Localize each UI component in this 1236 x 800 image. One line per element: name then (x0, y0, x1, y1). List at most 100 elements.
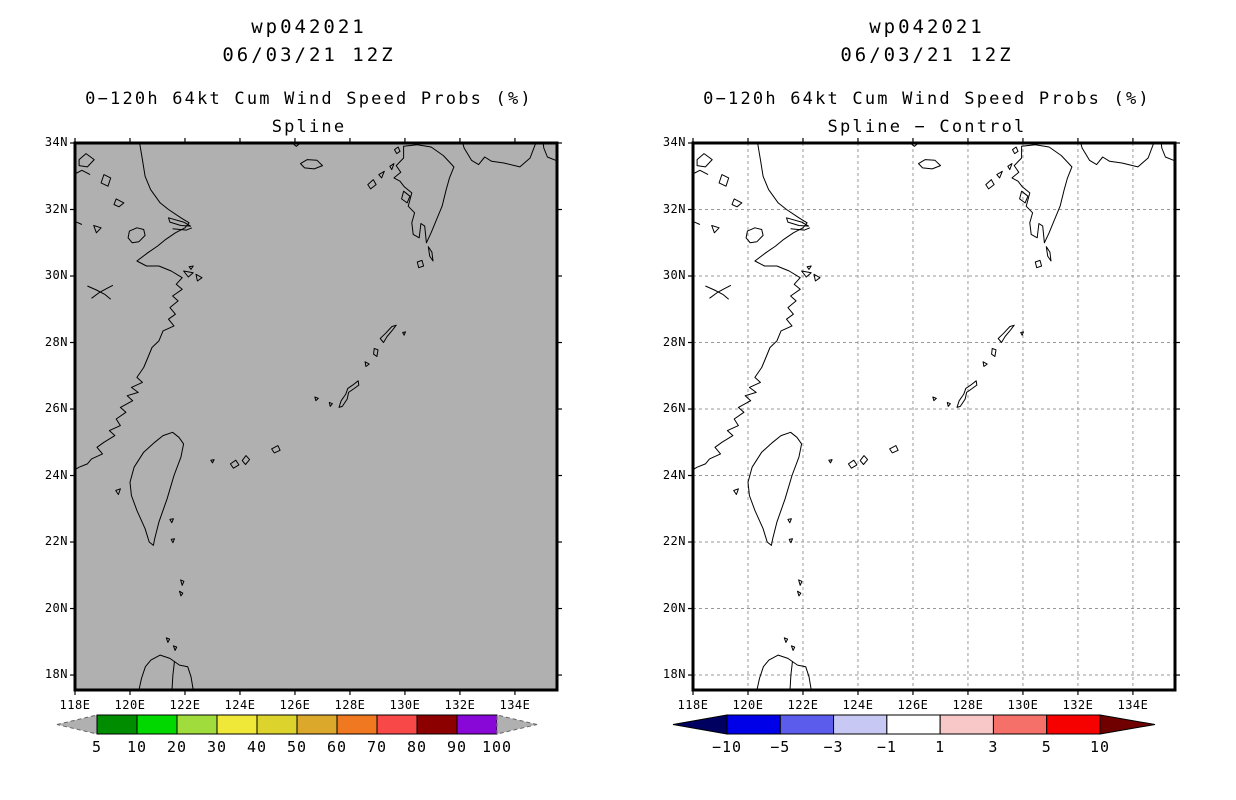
coastline (188, 265, 194, 270)
coastline (78, 153, 95, 168)
lat-tick-label: 26N (662, 401, 686, 416)
coastline (1019, 190, 1029, 204)
coastline (747, 431, 803, 546)
coastline (1020, 331, 1024, 336)
coastline (786, 217, 809, 227)
coastline (693, 143, 808, 471)
colorbar-tick-label: 5 (91, 738, 103, 756)
colorbar-tick-label: 3 (988, 738, 999, 756)
colorbar-tick-label: 60 (326, 738, 348, 756)
coastline (813, 273, 821, 282)
colorbar-tick-label: −10 (711, 738, 743, 756)
coastline (731, 198, 743, 208)
colorbar-tick-label: 1 (935, 738, 946, 756)
coastline (693, 169, 709, 176)
colorbar-left-arrow (672, 714, 728, 735)
coastline (542, 143, 557, 161)
coastline (694, 221, 701, 225)
coastline (790, 227, 811, 231)
lon-tick-label: 132E (444, 698, 476, 712)
coastline (172, 227, 193, 231)
colorbar-segment (176, 714, 218, 735)
lat-tick-label: 22N (44, 534, 68, 549)
coastline (75, 169, 91, 176)
coastline (798, 579, 803, 586)
lat-tick-label: 28N (44, 334, 68, 349)
coastline (229, 459, 240, 469)
coastline (171, 661, 175, 690)
colorbar-segment (96, 714, 138, 735)
coastline (378, 170, 385, 179)
coastline (183, 270, 194, 278)
coastline (373, 348, 379, 357)
coastline (401, 190, 411, 204)
colorbar-segment (216, 714, 258, 735)
coastline (338, 380, 360, 408)
lat-tick-label: 18N (44, 667, 68, 682)
lon-tick-label: 124E (224, 698, 256, 712)
lat-tick-label: 24N (662, 467, 686, 482)
lon-tick-label: 130E (389, 698, 421, 712)
colorbar-segment (992, 714, 1048, 735)
map-border (691, 141, 1177, 692)
coastline (1011, 144, 1073, 244)
coastline (711, 225, 720, 234)
lat-tick-label: 30N (662, 268, 686, 282)
colorbar-tick-label: −1 (876, 738, 897, 756)
init-time-title: 06/03/21 12Z (840, 44, 1014, 66)
colorbar-segment (416, 714, 458, 735)
coastline (797, 590, 802, 597)
coastline (790, 645, 796, 651)
colorbar-segment (779, 714, 835, 735)
colorbar-tick-label: 40 (246, 738, 268, 756)
colorbar-right-arrow (496, 714, 538, 735)
coastline (1034, 259, 1043, 269)
colorbar-segment (1046, 714, 1101, 735)
lat-tick-label: 26N (44, 401, 68, 416)
lat-tick-label: 18N (662, 667, 686, 682)
grid-lines (693, 143, 1175, 690)
colorbar-tick-label: 90 (446, 738, 468, 756)
coastline (859, 455, 869, 465)
coastline (828, 459, 833, 464)
axis-ticks (70, 138, 562, 695)
left-panel: wp042021 06/03/21 12Z 0−120h 64kt Cum Wi… (44, 16, 562, 756)
colorbar-segment (336, 714, 378, 735)
lat-tick-label: 34N (662, 135, 686, 149)
lat-tick-label: 24N (44, 467, 68, 482)
coastline (300, 159, 323, 170)
coastline (169, 518, 174, 524)
coastline (389, 163, 395, 171)
coastline (991, 348, 997, 357)
colorbar-tick-label: 20 (166, 738, 188, 756)
colorbar-tick-label: 50 (286, 738, 308, 756)
colorbar-tick-label: 30 (206, 738, 228, 756)
coastline (709, 284, 732, 299)
colorbar-right-arrow (1099, 714, 1156, 735)
coastline (982, 361, 988, 367)
coastline (1012, 146, 1019, 155)
storm-id-title: wp042021 (251, 16, 367, 38)
colorbar-tick-label: 100 (481, 738, 513, 756)
coastline (113, 198, 125, 208)
lon-tick-label: 126E (897, 698, 929, 712)
coastline (168, 217, 191, 227)
colorbar-tick-label: −3 (823, 738, 844, 756)
lat-tick-label: 32N (662, 201, 686, 216)
lon-tick-label: 134E (499, 698, 531, 712)
coastline (127, 227, 146, 244)
colorbar-left-arrow (56, 714, 98, 735)
lon-tick-label: 120E (114, 698, 146, 712)
axis-ticks (688, 138, 1180, 695)
product-title: 0−120h 64kt Cum Wind Speed Probs (%) (85, 89, 533, 109)
colorbar-segment (296, 714, 338, 735)
coastline (996, 170, 1003, 179)
coastline (170, 538, 175, 544)
coastline (367, 179, 377, 190)
map-background (693, 143, 1175, 690)
lat-tick-label: 34N (44, 135, 68, 149)
lon-tick-label: 122E (787, 698, 819, 712)
lat-tick-label: 20N (44, 600, 68, 615)
colorbar-segment (456, 714, 498, 735)
colorbar-segment (376, 714, 418, 735)
